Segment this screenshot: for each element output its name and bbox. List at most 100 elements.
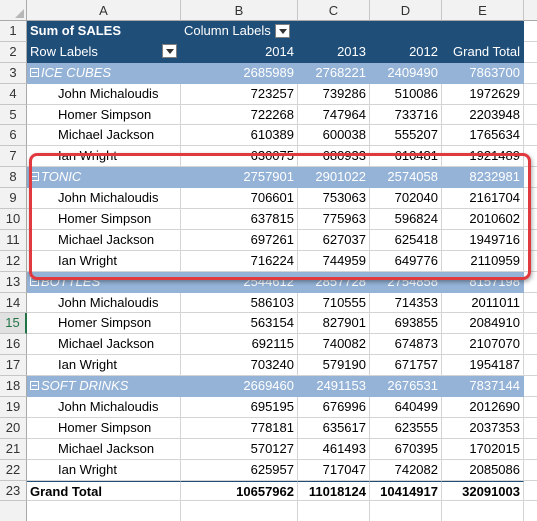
- empty-cell[interactable]: [524, 21, 537, 42]
- select-all-corner[interactable]: [0, 0, 27, 21]
- group-subtotal-cell[interactable]: 2491153: [298, 376, 370, 398]
- empty-cell[interactable]: [524, 376, 537, 398]
- column-header-d[interactable]: D: [370, 0, 442, 21]
- collapse-minus-icon[interactable]: [30, 276, 39, 286]
- column-header-b[interactable]: B: [181, 0, 298, 21]
- empty-cell[interactable]: [524, 104, 537, 126]
- row-header[interactable]: 8: [0, 167, 27, 189]
- group-subtotal-cell[interactable]: 2574058: [370, 167, 442, 189]
- value-cell[interactable]: 625957: [181, 459, 298, 481]
- value-cell[interactable]: 627037: [298, 229, 370, 251]
- item-label-cell[interactable]: Homer Simpson: [27, 313, 181, 335]
- value-cell[interactable]: 706601: [181, 188, 298, 210]
- value-cell[interactable]: 671757: [370, 355, 442, 377]
- value-cell[interactable]: 563154: [181, 313, 298, 335]
- value-cell[interactable]: 610389: [181, 125, 298, 147]
- group-subtotal-cell[interactable]: 2676531: [370, 376, 442, 398]
- value-cell[interactable]: 695195: [181, 397, 298, 418]
- value-cell[interactable]: 680933: [298, 146, 370, 168]
- empty-cell[interactable]: [524, 459, 537, 481]
- grand-total-label[interactable]: Grand Total: [27, 480, 181, 502]
- column-labels-cell[interactable]: Column Labels: [181, 21, 298, 42]
- column-header-a[interactable]: A: [27, 0, 181, 21]
- item-label-cell[interactable]: Ian Wright: [27, 146, 181, 168]
- row-labels-filter-dropdown-icon[interactable]: [162, 43, 177, 58]
- item-label-cell[interactable]: Homer Simpson: [27, 209, 181, 230]
- value-cell[interactable]: 670395: [370, 438, 442, 460]
- value-cell[interactable]: 710555: [298, 292, 370, 314]
- value-cell[interactable]: 702040: [370, 188, 442, 210]
- value-cell[interactable]: 623555: [370, 417, 442, 439]
- column-labels-filter-dropdown-icon[interactable]: [274, 23, 290, 38]
- value-cell[interactable]: 1921489: [442, 146, 524, 168]
- empty-cell[interactable]: [524, 501, 537, 521]
- year-header-2012[interactable]: 2012: [370, 41, 442, 63]
- year-header-2013[interactable]: 2013: [298, 41, 370, 63]
- value-cell[interactable]: 703240: [181, 355, 298, 377]
- pivot-header-cell[interactable]: [442, 21, 524, 42]
- empty-cell[interactable]: [370, 501, 442, 521]
- empty-cell[interactable]: [442, 501, 524, 521]
- row-header[interactable]: 2: [0, 41, 27, 63]
- value-cell[interactable]: 693855: [370, 313, 442, 335]
- value-cell[interactable]: 744959: [298, 250, 370, 272]
- group-subtotal-cell[interactable]: 2901022: [298, 167, 370, 189]
- empty-cell[interactable]: [524, 209, 537, 230]
- value-cell[interactable]: 600038: [298, 125, 370, 147]
- value-cell[interactable]: 570127: [181, 438, 298, 460]
- row-header-partial[interactable]: [0, 501, 27, 521]
- item-label-cell[interactable]: Michael Jackson: [27, 229, 181, 251]
- group-subtotal-cell[interactable]: 2768221: [298, 62, 370, 84]
- row-header[interactable]: 23: [0, 480, 27, 502]
- empty-cell[interactable]: [524, 480, 537, 502]
- group-subtotal-cell[interactable]: 7863700: [442, 62, 524, 84]
- value-cell[interactable]: 739286: [298, 83, 370, 105]
- value-cell[interactable]: 625418: [370, 229, 442, 251]
- item-label-cell[interactable]: Homer Simpson: [27, 104, 181, 126]
- group-subtotal-cell[interactable]: 2685989: [181, 62, 298, 84]
- empty-cell[interactable]: [27, 501, 181, 521]
- value-cell[interactable]: 692115: [181, 334, 298, 356]
- value-cell[interactable]: 649776: [370, 250, 442, 272]
- group-label-cell[interactable]: TONIC: [27, 167, 181, 189]
- empty-cell[interactable]: [524, 83, 537, 105]
- value-cell[interactable]: 716224: [181, 250, 298, 272]
- row-header[interactable]: 7: [0, 146, 27, 168]
- empty-cell[interactable]: [524, 355, 537, 377]
- group-subtotal-cell[interactable]: 2669460: [181, 376, 298, 398]
- group-subtotal-cell[interactable]: 7837144: [442, 376, 524, 398]
- value-cell[interactable]: 717047: [298, 459, 370, 481]
- row-header[interactable]: 3: [0, 62, 27, 84]
- empty-cell[interactable]: [524, 271, 537, 293]
- row-header[interactable]: 20: [0, 417, 27, 439]
- pivot-header-cell[interactable]: [370, 21, 442, 42]
- row-header[interactable]: 19: [0, 397, 27, 418]
- group-subtotal-cell[interactable]: 2544612: [181, 271, 298, 293]
- item-label-cell[interactable]: John Michaloudis: [27, 397, 181, 418]
- value-cell[interactable]: 640499: [370, 397, 442, 418]
- empty-cell[interactable]: [524, 292, 537, 314]
- value-cell[interactable]: 1954187: [442, 355, 524, 377]
- value-cell[interactable]: 742082: [370, 459, 442, 481]
- empty-cell[interactable]: [524, 229, 537, 251]
- grand-total-header[interactable]: Grand Total: [442, 41, 524, 63]
- value-cell[interactable]: 778181: [181, 417, 298, 439]
- group-subtotal-cell[interactable]: 2754858: [370, 271, 442, 293]
- value-cell[interactable]: 579190: [298, 355, 370, 377]
- row-header[interactable]: 21: [0, 438, 27, 460]
- collapse-minus-icon[interactable]: [30, 172, 39, 182]
- item-label-cell[interactable]: Michael Jackson: [27, 438, 181, 460]
- row-header[interactable]: 6: [0, 125, 27, 147]
- group-subtotal-cell[interactable]: 8232981: [442, 167, 524, 189]
- value-cell[interactable]: 733716: [370, 104, 442, 126]
- value-cell[interactable]: 1702015: [442, 438, 524, 460]
- value-cell[interactable]: 722268: [181, 104, 298, 126]
- empty-cell[interactable]: [524, 62, 537, 84]
- row-labels-cell[interactable]: Row Labels: [27, 41, 181, 63]
- group-subtotal-cell[interactable]: 8157198: [442, 271, 524, 293]
- empty-cell[interactable]: [524, 167, 537, 189]
- item-label-cell[interactable]: Ian Wright: [27, 250, 181, 272]
- empty-cell[interactable]: [298, 501, 370, 521]
- grand-total-value-cell[interactable]: 32091003: [442, 480, 524, 502]
- value-cell[interactable]: 2084910: [442, 313, 524, 335]
